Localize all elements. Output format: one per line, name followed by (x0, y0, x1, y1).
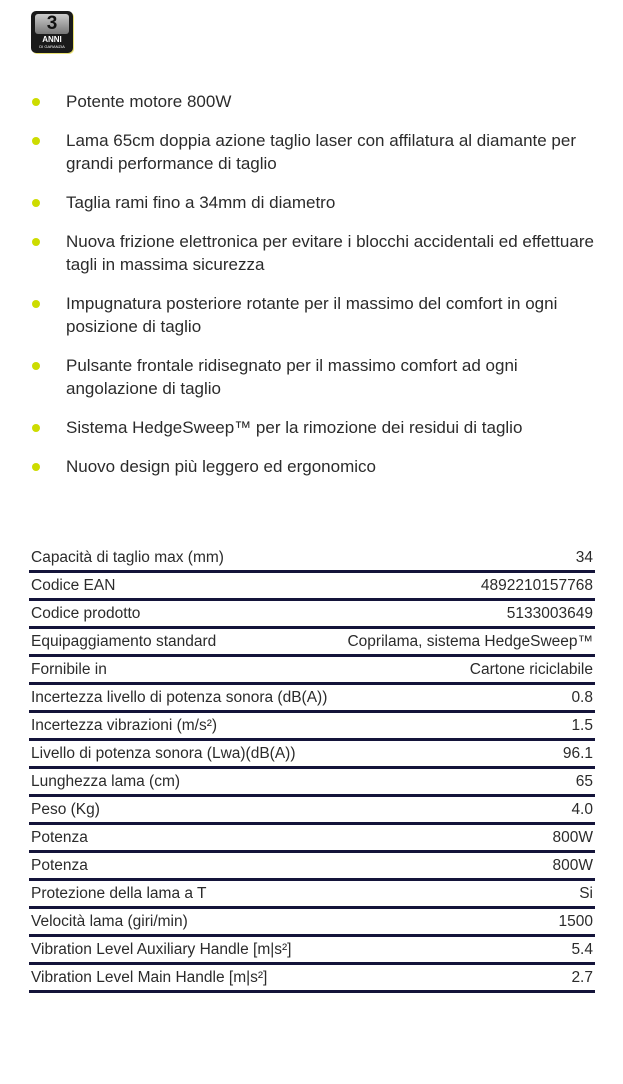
spec-value: 800W (333, 823, 595, 853)
feature-text: Nuovo design più leggero ed ergonomico (66, 457, 376, 476)
spec-row: Vibration Level Auxiliary Handle [m|s²] 5… (29, 935, 595, 965)
spec-row: Potenza 800W (29, 823, 595, 853)
spec-value: 96.1 (333, 739, 595, 769)
spec-row: Livello di potenza sonora (Lwa)(dB(A)) 96… (29, 739, 595, 769)
specs-table: Capacità di taglio max (mm) 34 Codice EAN 4… (29, 545, 595, 993)
spec-value: Cartone riciclabile (333, 655, 595, 685)
spec-value: 4892210157768 (333, 571, 595, 601)
spec-label: Vibration Level Auxiliary Handle [m|s²] (29, 935, 333, 965)
spec-row: Incertezza livello di potenza sonora (dB… (29, 683, 595, 713)
spec-row: Peso (Kg) 4.0 (29, 795, 595, 825)
spec-label: Peso (Kg) (29, 795, 333, 825)
spec-value: 0.8 (333, 683, 595, 713)
spec-value: 1500 (333, 907, 595, 937)
feature-text: Lama 65cm doppia azione taglio laser con… (66, 131, 576, 173)
spec-label: Potenza (29, 851, 333, 881)
spec-label: Vibration Level Main Handle [m|s²] (29, 963, 333, 993)
feature-item: Nuovo design più leggero ed ergonomico (0, 455, 623, 478)
spec-value: 2.7 (333, 963, 595, 993)
feature-text: Impugnatura posteriore rotante per il ma… (66, 294, 558, 336)
spec-row: Vibration Level Main Handle [m|s²] 2.7 (29, 963, 595, 993)
feature-item: Sistema HedgeSweep™ per la rimozione dei… (0, 416, 623, 439)
spec-value: Coprilama, sistema HedgeSweep™ (333, 627, 595, 657)
spec-row: Codice prodotto 5133003649 (29, 599, 595, 629)
spec-label: Livello di potenza sonora (Lwa)(dB(A)) (29, 739, 333, 769)
bullet-icon (32, 424, 40, 432)
spec-label: Lunghezza lama (cm) (29, 767, 333, 797)
warranty-years: 3 (35, 14, 69, 34)
feature-item: Nuova frizione elettronica per evitare i… (0, 230, 623, 276)
spec-row: Equipaggiamento standard Coprilama, siste… (29, 627, 595, 657)
feature-text: Sistema HedgeSweep™ per la rimozione dei… (66, 418, 523, 437)
spec-value: 34 (333, 545, 595, 573)
warranty-label: ANNI (42, 35, 62, 44)
spec-label: Potenza (29, 823, 333, 853)
warranty-sublabel: DI GARANZIA (39, 44, 65, 49)
spec-label: Equipaggiamento standard (29, 627, 333, 657)
feature-list: Potente motore 800W Lama 65cm doppia azio… (0, 90, 623, 494)
feature-item: Potente motore 800W (0, 90, 623, 113)
spec-row: Lunghezza lama (cm) 65 (29, 767, 595, 797)
bullet-icon (32, 199, 40, 207)
feature-item: Taglia rami fino a 34mm di diametro (0, 191, 623, 214)
spec-value: 65 (333, 767, 595, 797)
spec-label: Incertezza vibrazioni (m/s²) (29, 711, 333, 741)
spec-value: 4.0 (333, 795, 595, 825)
bullet-icon (32, 238, 40, 246)
feature-text: Potente motore 800W (66, 92, 232, 111)
feature-item: Impugnatura posteriore rotante per il ma… (0, 292, 623, 338)
feature-item: Lama 65cm doppia azione taglio laser con… (0, 129, 623, 175)
spec-row: Protezione della lama a T Si (29, 879, 595, 909)
spec-value: 5.4 (333, 935, 595, 965)
feature-item: Pulsante frontale ridisegnato per il mas… (0, 354, 623, 400)
feature-text: Taglia rami fino a 34mm di diametro (66, 193, 336, 212)
spec-label: Capacità di taglio max (mm) (29, 545, 333, 573)
spec-label: Velocità lama (giri/min) (29, 907, 333, 937)
spec-row: Velocità lama (giri/min) 1500 (29, 907, 595, 937)
feature-text: Pulsante frontale ridisegnato per il mas… (66, 356, 518, 398)
spec-row: Fornibile in Cartone riciclabile (29, 655, 595, 685)
feature-text: Nuova frizione elettronica per evitare i… (66, 232, 594, 274)
bullet-icon (32, 463, 40, 471)
spec-value: 800W (333, 851, 595, 881)
spec-row: Incertezza vibrazioni (m/s²) 1.5 (29, 711, 595, 741)
spec-label: Protezione della lama a T (29, 879, 333, 909)
spec-row: Potenza 800W (29, 851, 595, 881)
spec-label: Codice prodotto (29, 599, 333, 629)
spec-value: 5133003649 (333, 599, 595, 629)
bullet-icon (32, 98, 40, 106)
spec-label: Codice EAN (29, 571, 333, 601)
bullet-icon (32, 137, 40, 145)
bullet-icon (32, 362, 40, 370)
spec-value: 1.5 (333, 711, 595, 741)
spec-label: Incertezza livello di potenza sonora (dB… (29, 683, 333, 713)
spec-value: Si (333, 879, 595, 909)
bullet-icon (32, 300, 40, 308)
spec-row: Capacità di taglio max (mm) 34 (29, 545, 595, 573)
warranty-badge-logo: 3 ANNI DI GARANZIA (31, 11, 73, 53)
spec-row: Codice EAN 4892210157768 (29, 571, 595, 601)
spec-label: Fornibile in (29, 655, 333, 685)
